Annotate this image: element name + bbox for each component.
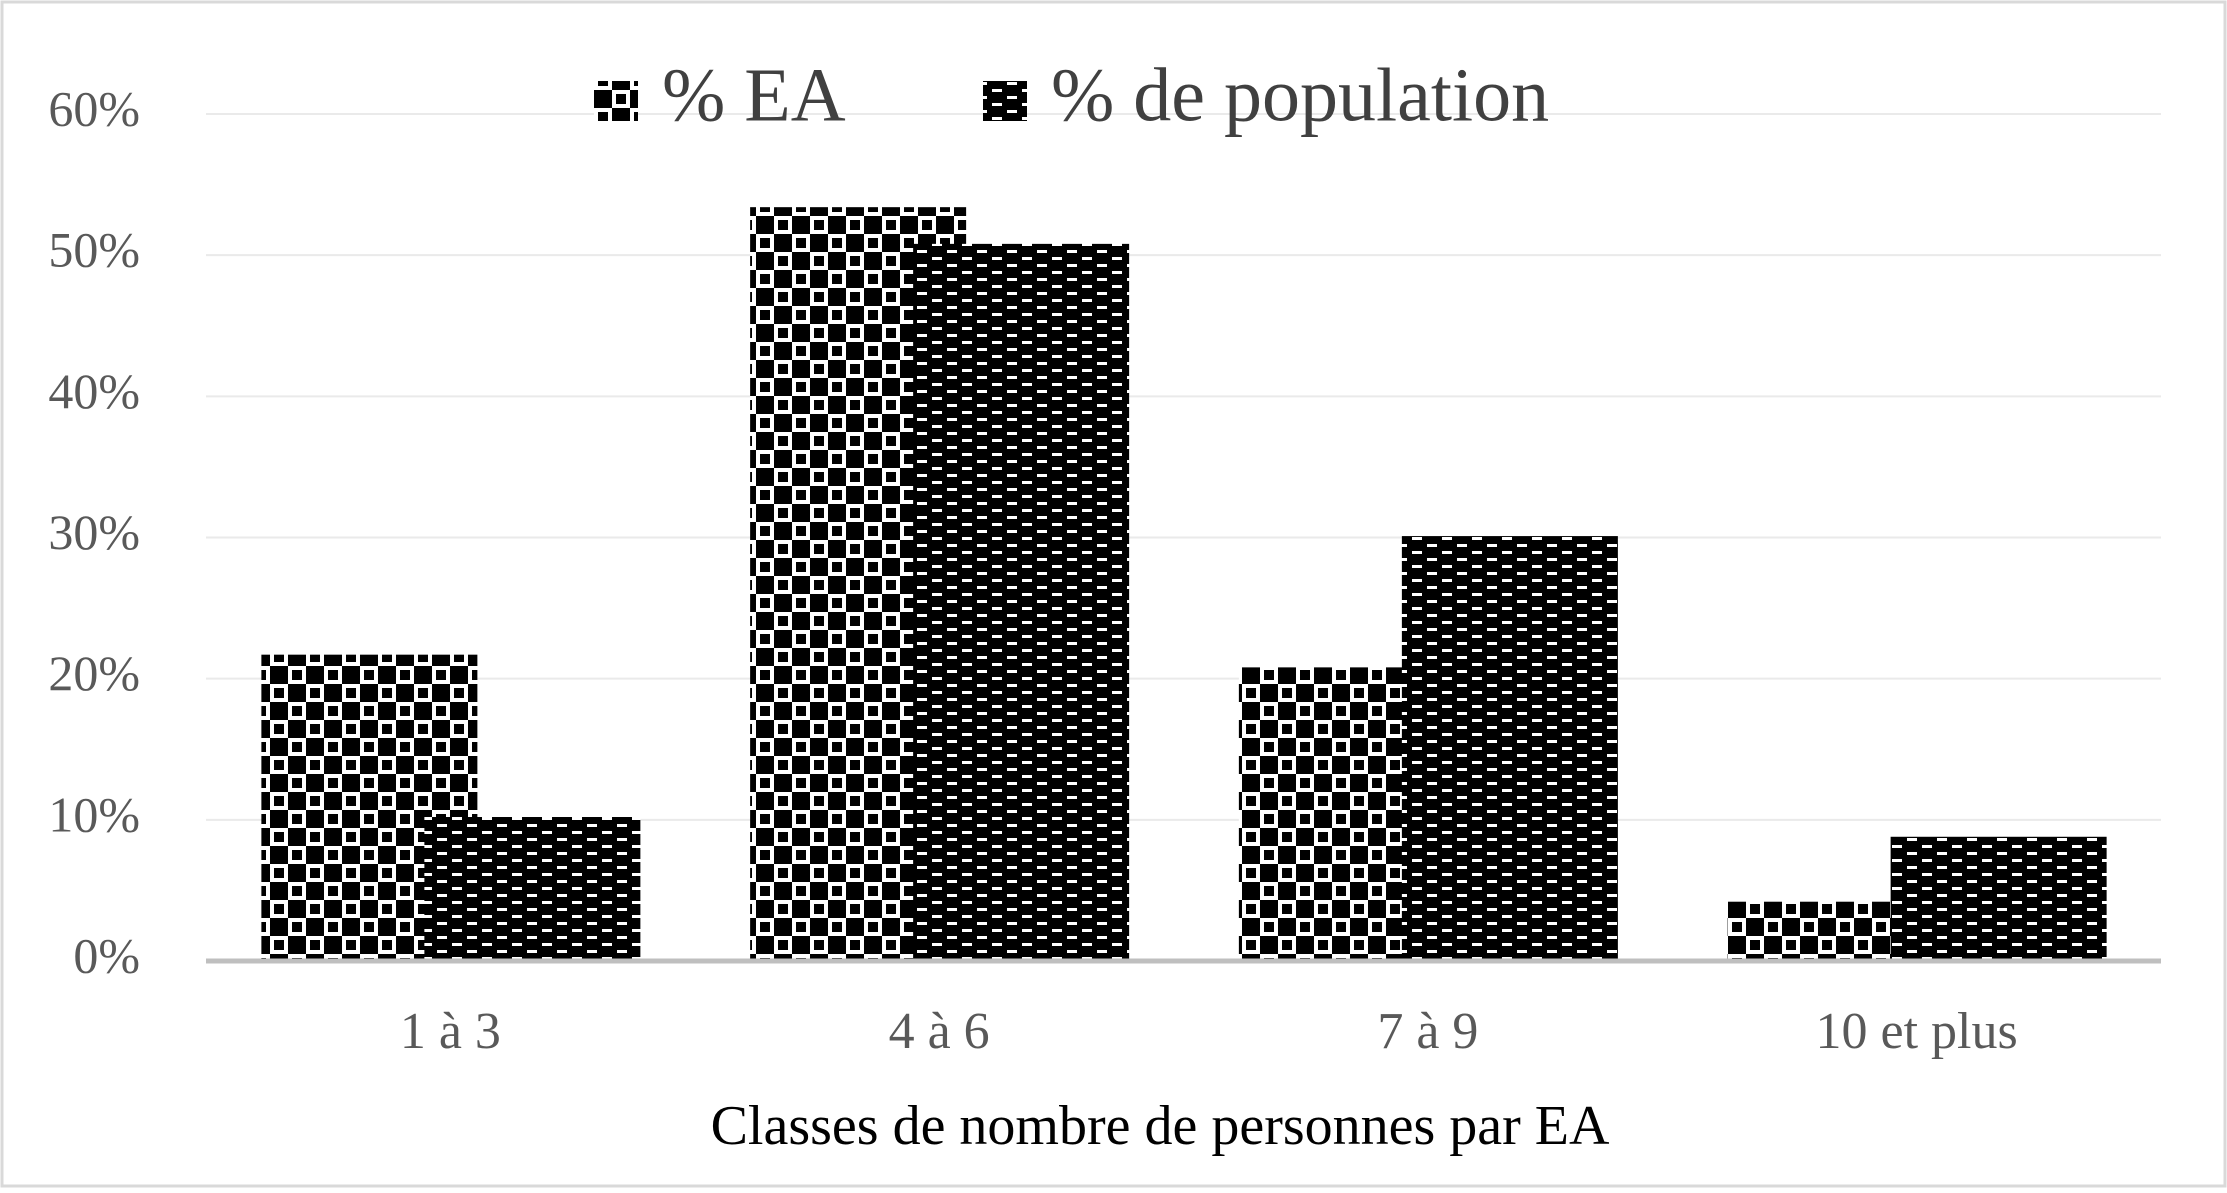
y-tick-label: 0% — [73, 927, 140, 983]
x-tick-label: 10 et plus — [1816, 1003, 2018, 1060]
legend-marker — [983, 81, 1027, 121]
x-tick-label: 1 à 3 — [400, 1003, 501, 1060]
bar — [1890, 836, 2107, 961]
y-tick-label: 50% — [48, 222, 140, 278]
x-tick-label: 4 à 6 — [889, 1003, 990, 1060]
y-tick-label: 60% — [48, 80, 140, 136]
bar — [913, 243, 1130, 961]
y-tick-label: 30% — [48, 504, 140, 560]
legend-label: % EA — [662, 53, 846, 137]
bar — [424, 817, 641, 961]
y-tick-label: 40% — [48, 363, 140, 419]
x-tick-label: 7 à 9 — [1377, 1003, 1478, 1060]
y-tick-label: 10% — [48, 786, 140, 842]
bar — [1401, 536, 1618, 961]
legend-label: % de population — [1051, 53, 1549, 137]
y-tick-label: 20% — [48, 645, 140, 701]
x-axis-title: Classes de nombre de personnes par EA — [711, 1095, 1610, 1157]
legend-marker — [594, 81, 638, 121]
